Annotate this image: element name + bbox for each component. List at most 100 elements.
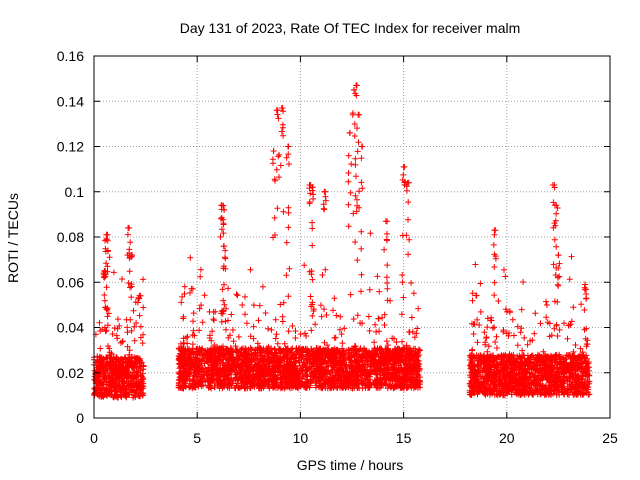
data-point	[254, 340, 261, 347]
data-point	[504, 308, 510, 315]
data-point	[302, 372, 309, 379]
data-point	[297, 331, 304, 338]
data-point	[369, 368, 376, 375]
data-point	[177, 371, 184, 378]
data-point	[281, 340, 288, 347]
data-point	[514, 362, 521, 369]
data-point	[303, 363, 310, 370]
data-point	[367, 373, 373, 380]
data-point	[139, 340, 146, 347]
data-point	[318, 365, 325, 372]
data-point	[262, 310, 269, 316]
data-point	[579, 351, 586, 358]
data-point	[272, 335, 279, 342]
data-point	[247, 366, 254, 373]
data-point	[331, 334, 338, 341]
data-point	[226, 356, 233, 363]
data-point	[183, 334, 190, 341]
data-point	[583, 341, 590, 347]
data-point	[393, 354, 400, 361]
data-point	[318, 350, 325, 357]
data-point	[98, 357, 105, 364]
data-point	[276, 368, 283, 375]
data-point	[187, 356, 194, 362]
data-point	[189, 285, 196, 292]
data-point	[372, 367, 379, 374]
data-point	[518, 306, 525, 313]
data-point	[124, 343, 131, 350]
data-point	[399, 349, 406, 356]
data-point	[573, 357, 580, 364]
data-point	[484, 315, 491, 322]
data-point	[121, 386, 128, 393]
data-point	[292, 351, 299, 358]
data-point	[396, 377, 403, 384]
data-point	[266, 385, 273, 392]
data-point	[488, 317, 495, 324]
data-point	[212, 356, 219, 363]
data-point	[234, 292, 241, 299]
data-point	[291, 367, 298, 374]
data-point	[239, 302, 246, 308]
data-point	[538, 375, 545, 382]
data-point	[539, 376, 546, 383]
data-point	[327, 382, 334, 389]
data-point	[391, 335, 397, 342]
data-point	[242, 311, 248, 318]
data-point	[255, 317, 262, 324]
data-point	[224, 384, 231, 391]
data-point	[229, 327, 236, 333]
data-point	[411, 334, 418, 341]
data-point	[190, 318, 196, 325]
data-point	[278, 382, 285, 389]
data-point	[301, 262, 308, 269]
data-point	[100, 362, 107, 368]
data-point	[286, 265, 293, 272]
data-point	[291, 373, 298, 380]
data-point	[493, 345, 500, 351]
data-point	[134, 372, 141, 379]
data-point	[178, 299, 185, 306]
data-point	[474, 316, 481, 323]
data-point	[363, 349, 370, 355]
data-point	[108, 370, 114, 377]
data-point	[182, 359, 189, 365]
data-point	[110, 356, 117, 363]
data-point	[177, 357, 184, 364]
data-point	[347, 291, 354, 298]
data-point	[191, 369, 198, 376]
data-point	[260, 372, 267, 379]
data-point	[265, 325, 271, 332]
data-point	[403, 361, 410, 368]
data-point	[241, 384, 248, 391]
data-point	[259, 347, 266, 354]
data-point	[222, 374, 229, 380]
data-point	[212, 346, 218, 353]
data-point	[365, 313, 372, 320]
data-point	[253, 355, 260, 362]
data-point	[474, 357, 481, 364]
data-point	[415, 381, 422, 388]
data-point	[483, 363, 490, 369]
data-point	[281, 370, 288, 377]
data-point	[467, 380, 474, 387]
data-point	[272, 316, 279, 323]
data-point	[227, 380, 234, 387]
data-point	[238, 376, 245, 383]
data-point	[120, 392, 127, 399]
data-point	[292, 370, 299, 377]
data-point	[214, 373, 220, 380]
data-point	[359, 380, 366, 387]
data-point	[201, 292, 208, 299]
data-point	[414, 325, 421, 332]
data-point	[373, 328, 380, 335]
data-point	[210, 364, 217, 371]
data-point	[260, 361, 266, 368]
data-point	[138, 386, 145, 393]
data-point	[230, 376, 237, 383]
data-point	[281, 385, 288, 392]
data-point	[272, 384, 279, 391]
data-point	[319, 375, 326, 382]
data-point	[469, 297, 476, 304]
data-point	[117, 391, 123, 398]
